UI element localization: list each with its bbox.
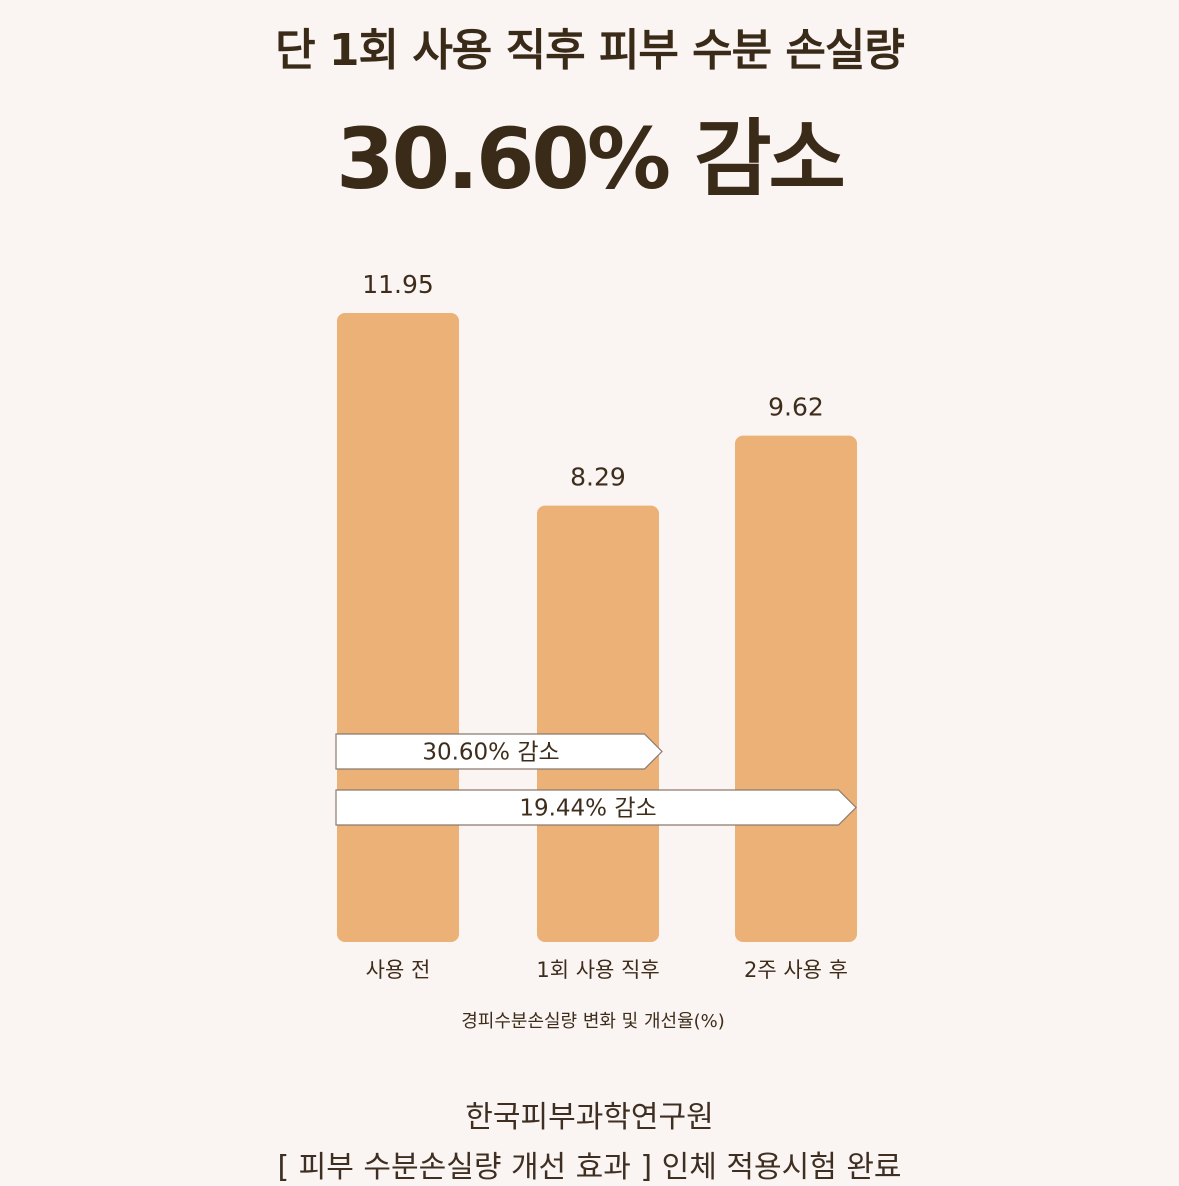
- arrow-annotation-label-2: 19.44% 감소: [519, 796, 656, 822]
- bar-chart: 11.95 8.29 9.62 사용 전 1회 사용 직후 2주 사용 후경피수분손실량 …: [335, 270, 857, 1032]
- value-label-1: 11.95: [362, 270, 434, 299]
- value-label-3: 9.62: [768, 393, 824, 422]
- bar-1: [337, 313, 459, 942]
- footer-institute: 한국피부과학연구원: [465, 1100, 714, 1135]
- arrow-annotation-label-1: 30.60% 감소: [422, 740, 559, 766]
- headline-highlight: 30.60% 감소: [336, 110, 846, 208]
- footer-test-note: [ 피부 수분손실량 개선 효과 ] 인체 적용시험 완료: [277, 1150, 902, 1185]
- arrow-annotation-1: [335, 733, 663, 770]
- headline-title: 단 1회 사용 직후 피부 수분 손실량: [275, 25, 905, 76]
- category-label-3: 2주 사용 후: [744, 958, 848, 982]
- category-label-1: 사용 전: [366, 958, 431, 982]
- bar-3: [735, 435, 857, 942]
- value-label-2: 8.29: [570, 463, 626, 492]
- x-axis-label: 경피수분손실량 변화 및 개선율(%): [461, 1011, 725, 1032]
- bar-2: [537, 505, 659, 942]
- category-label-2: 1회 사용 직후: [536, 958, 659, 982]
- arrow-annotation-2: [335, 789, 857, 826]
